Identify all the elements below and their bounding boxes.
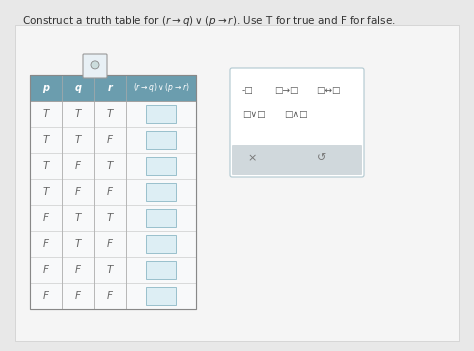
Bar bbox=[30, 75, 196, 309]
Bar bbox=[62, 283, 94, 309]
Text: F: F bbox=[43, 291, 49, 301]
Text: T: T bbox=[107, 109, 113, 119]
FancyBboxPatch shape bbox=[146, 210, 176, 226]
Text: F: F bbox=[43, 213, 49, 223]
Bar bbox=[94, 75, 126, 101]
Bar bbox=[126, 283, 196, 309]
Bar bbox=[94, 127, 126, 153]
Bar bbox=[94, 231, 126, 257]
FancyBboxPatch shape bbox=[146, 287, 176, 305]
FancyBboxPatch shape bbox=[146, 105, 176, 122]
FancyBboxPatch shape bbox=[146, 131, 176, 148]
FancyBboxPatch shape bbox=[146, 236, 176, 253]
FancyBboxPatch shape bbox=[230, 68, 364, 177]
Text: T: T bbox=[75, 135, 81, 145]
Bar bbox=[62, 127, 94, 153]
Circle shape bbox=[91, 61, 99, 69]
Bar bbox=[30, 75, 196, 309]
Bar bbox=[126, 257, 196, 283]
Bar bbox=[126, 101, 196, 127]
Bar bbox=[30, 283, 62, 309]
FancyBboxPatch shape bbox=[146, 158, 176, 174]
Text: r: r bbox=[108, 83, 112, 93]
Bar bbox=[62, 179, 94, 205]
Text: F: F bbox=[75, 291, 81, 301]
Text: T: T bbox=[43, 161, 49, 171]
Bar bbox=[126, 153, 196, 179]
Text: F: F bbox=[75, 161, 81, 171]
Text: □∨□: □∨□ bbox=[242, 111, 265, 119]
Bar bbox=[94, 179, 126, 205]
Text: T: T bbox=[75, 213, 81, 223]
Text: T: T bbox=[43, 109, 49, 119]
FancyBboxPatch shape bbox=[146, 261, 176, 279]
Text: F: F bbox=[75, 187, 81, 197]
Bar bbox=[30, 231, 62, 257]
Bar bbox=[126, 231, 196, 257]
Bar bbox=[30, 101, 62, 127]
Text: □↔□: □↔□ bbox=[316, 86, 340, 94]
Text: q: q bbox=[74, 83, 82, 93]
Text: T: T bbox=[75, 239, 81, 249]
Bar bbox=[126, 205, 196, 231]
Text: ×: × bbox=[247, 153, 257, 163]
Bar bbox=[94, 205, 126, 231]
Text: T: T bbox=[75, 109, 81, 119]
Bar bbox=[62, 205, 94, 231]
Text: □∧□: □∧□ bbox=[284, 111, 308, 119]
Bar bbox=[62, 257, 94, 283]
Bar bbox=[126, 75, 196, 101]
Text: T: T bbox=[107, 265, 113, 275]
Text: T: T bbox=[107, 161, 113, 171]
Bar bbox=[30, 127, 62, 153]
Bar bbox=[30, 75, 62, 101]
Text: F: F bbox=[107, 135, 113, 145]
Text: F: F bbox=[75, 265, 81, 275]
FancyBboxPatch shape bbox=[146, 184, 176, 200]
Bar bbox=[94, 257, 126, 283]
FancyBboxPatch shape bbox=[232, 145, 362, 175]
Text: p: p bbox=[43, 83, 49, 93]
Text: Construct a truth table for $(r\rightarrow q)\vee(p\rightarrow r)$. Use T for tr: Construct a truth table for $(r\rightarr… bbox=[22, 14, 396, 28]
Text: T: T bbox=[43, 187, 49, 197]
Text: F: F bbox=[43, 239, 49, 249]
Text: -□: -□ bbox=[242, 86, 254, 94]
Bar bbox=[126, 127, 196, 153]
Bar bbox=[94, 153, 126, 179]
Bar bbox=[62, 101, 94, 127]
Text: ↺: ↺ bbox=[317, 153, 327, 163]
Bar bbox=[62, 153, 94, 179]
Bar bbox=[30, 205, 62, 231]
Text: F: F bbox=[107, 187, 113, 197]
Text: T: T bbox=[43, 135, 49, 145]
Text: □→□: □→□ bbox=[274, 86, 299, 94]
Bar bbox=[30, 75, 196, 101]
Text: F: F bbox=[43, 265, 49, 275]
Bar bbox=[30, 257, 62, 283]
Text: F: F bbox=[107, 291, 113, 301]
Bar bbox=[126, 179, 196, 205]
Bar bbox=[94, 101, 126, 127]
Bar bbox=[30, 153, 62, 179]
Text: $(r\rightarrow q)\vee(p\rightarrow r)$: $(r\rightarrow q)\vee(p\rightarrow r)$ bbox=[133, 81, 189, 94]
FancyBboxPatch shape bbox=[83, 54, 107, 78]
Bar bbox=[62, 231, 94, 257]
Bar bbox=[62, 75, 94, 101]
Bar bbox=[30, 179, 62, 205]
Text: F: F bbox=[107, 239, 113, 249]
Bar bbox=[94, 283, 126, 309]
Text: T: T bbox=[107, 213, 113, 223]
